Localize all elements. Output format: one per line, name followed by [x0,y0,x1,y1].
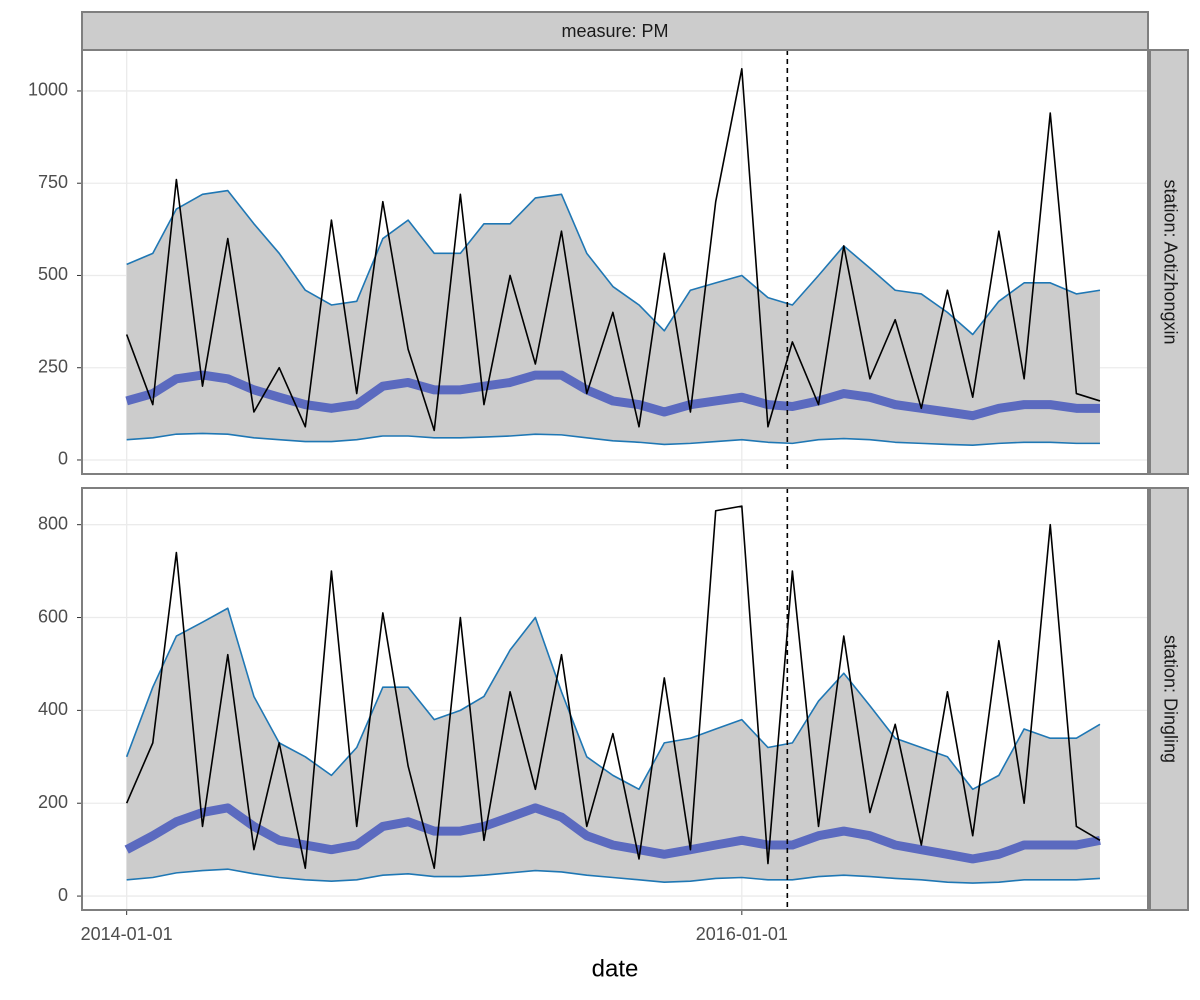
facet-label: station: Dingling [1160,635,1180,763]
panel-border [81,487,1149,911]
interval-band [126,190,1100,446]
y-tick-label: 0 [58,449,68,469]
series-line [125,370,1100,421]
series-line [125,505,1101,870]
x-axis-label: date [592,955,639,982]
series-line [126,868,1101,884]
y-tick-label: 750 [38,172,68,192]
series-line [126,189,1101,336]
facet-strip [1149,487,1189,911]
interval-band [126,608,1100,884]
series-line [125,68,1101,432]
facet-title: measure: PM [561,21,668,41]
y-tick-label: 0 [58,885,68,905]
y-tick-label: 500 [38,264,68,284]
series-line [124,803,1101,864]
y-tick-label: 1000 [28,80,68,100]
y-tick-label: 400 [38,699,68,719]
y-tick-label: 600 [38,606,68,626]
facet-strip [1149,49,1189,475]
y-tick-label: 200 [38,792,68,812]
x-tick-label: 2016-01-01 [696,924,788,944]
x-tick-label: 2014-01-01 [81,924,173,944]
facet-strip [81,11,1149,51]
series-line [125,607,1101,791]
y-tick-label: 250 [38,356,68,376]
series-line [126,432,1100,447]
facet-label: station: Aotizhongxin [1160,179,1180,344]
y-tick-label: 800 [38,513,68,533]
